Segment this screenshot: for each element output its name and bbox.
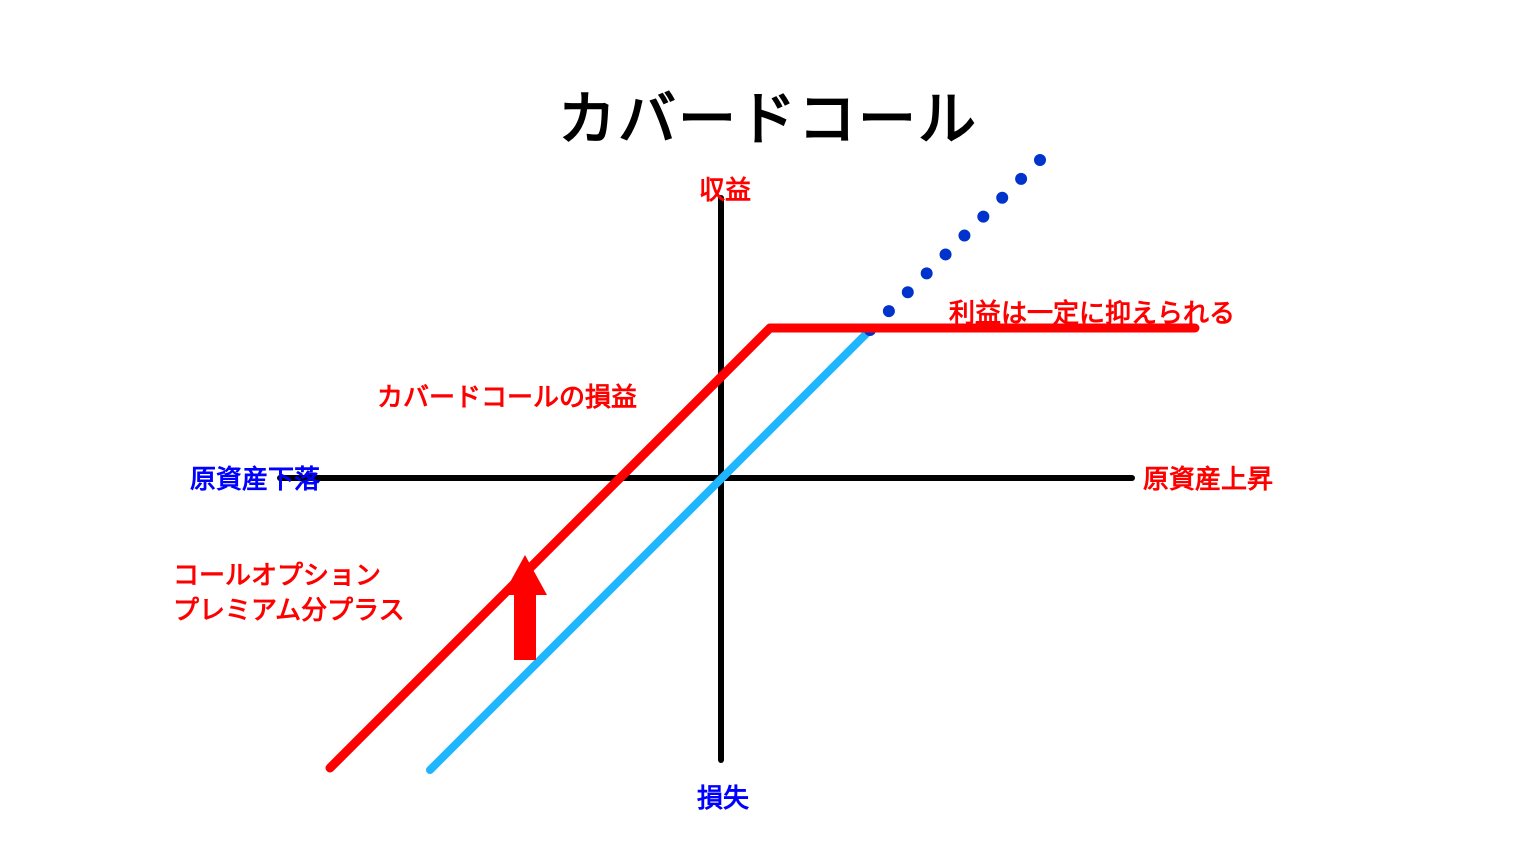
annotation-premium-line2: プレミアム分プラス [173,590,405,627]
annotation-premium-line1: コールオプション [173,555,381,592]
payoff-chart [0,0,1536,864]
annotation-covered-call-pl: カバードコールの損益 [377,377,637,414]
premium-arrow-icon [503,555,547,660]
axis-label-left: 原資産下落 [190,459,320,496]
axis-label-bottom: 損失 [697,778,749,815]
axis-label-right: 原資産上昇 [1143,459,1273,496]
axis-label-top: 収益 [699,170,751,207]
annotation-profit-capped: 利益は一定に抑えられる [949,293,1235,330]
